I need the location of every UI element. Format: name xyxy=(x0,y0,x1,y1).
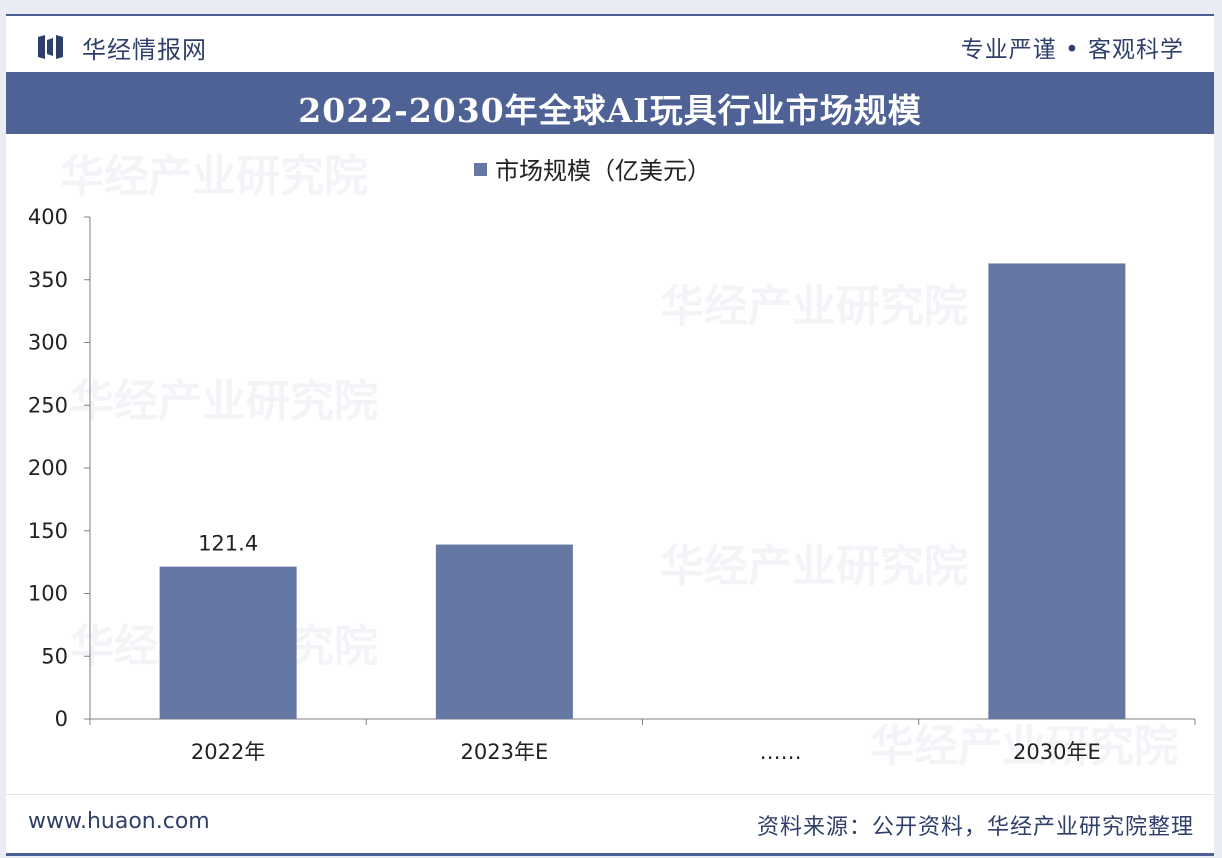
x-category-label: 2030年E xyxy=(1013,740,1101,764)
x-category-label: …… xyxy=(760,740,802,764)
legend-swatch xyxy=(474,163,487,176)
y-tick-label: 250 xyxy=(28,393,68,417)
bar xyxy=(159,566,297,719)
y-tick-label: 150 xyxy=(28,519,68,543)
x-category-label: 2023年E xyxy=(461,740,549,764)
legend-label: 市场规模（亿美元） xyxy=(495,157,711,185)
y-tick-label: 100 xyxy=(28,582,68,606)
chart-title: 2022-2030年全球AI玩具行业市场规模 xyxy=(298,91,922,130)
x-category-label: 2022年 xyxy=(191,740,265,764)
y-tick-label: 200 xyxy=(28,456,68,480)
brand-name: 华经情报网 xyxy=(82,36,207,64)
y-tick-label: 0 xyxy=(55,707,68,731)
slogan: 专业严谨 • 客观科学 xyxy=(960,37,1184,63)
brand-logo-icon xyxy=(38,35,63,59)
y-tick-label: 300 xyxy=(28,331,68,355)
title-band: 2022-2030年全球AI玩具行业市场规模 xyxy=(6,72,1214,134)
data-label: 121.4 xyxy=(198,532,258,556)
y-tick-label: 400 xyxy=(28,205,68,229)
bar xyxy=(435,544,573,719)
bar xyxy=(988,263,1126,719)
footer-url-link[interactable]: www.huaon.com xyxy=(28,809,210,834)
y-tick-label: 50 xyxy=(41,644,68,668)
header-bar: 华经情报网 专业严谨 • 客观科学 xyxy=(6,14,1214,72)
y-tick-label: 350 xyxy=(28,268,68,292)
footer-bar: www.huaon.com 资料来源：公开资料，华经产业研究院整理 xyxy=(6,794,1214,856)
footer-source: 资料来源：公开资料，华经产业研究院整理 xyxy=(756,815,1194,840)
